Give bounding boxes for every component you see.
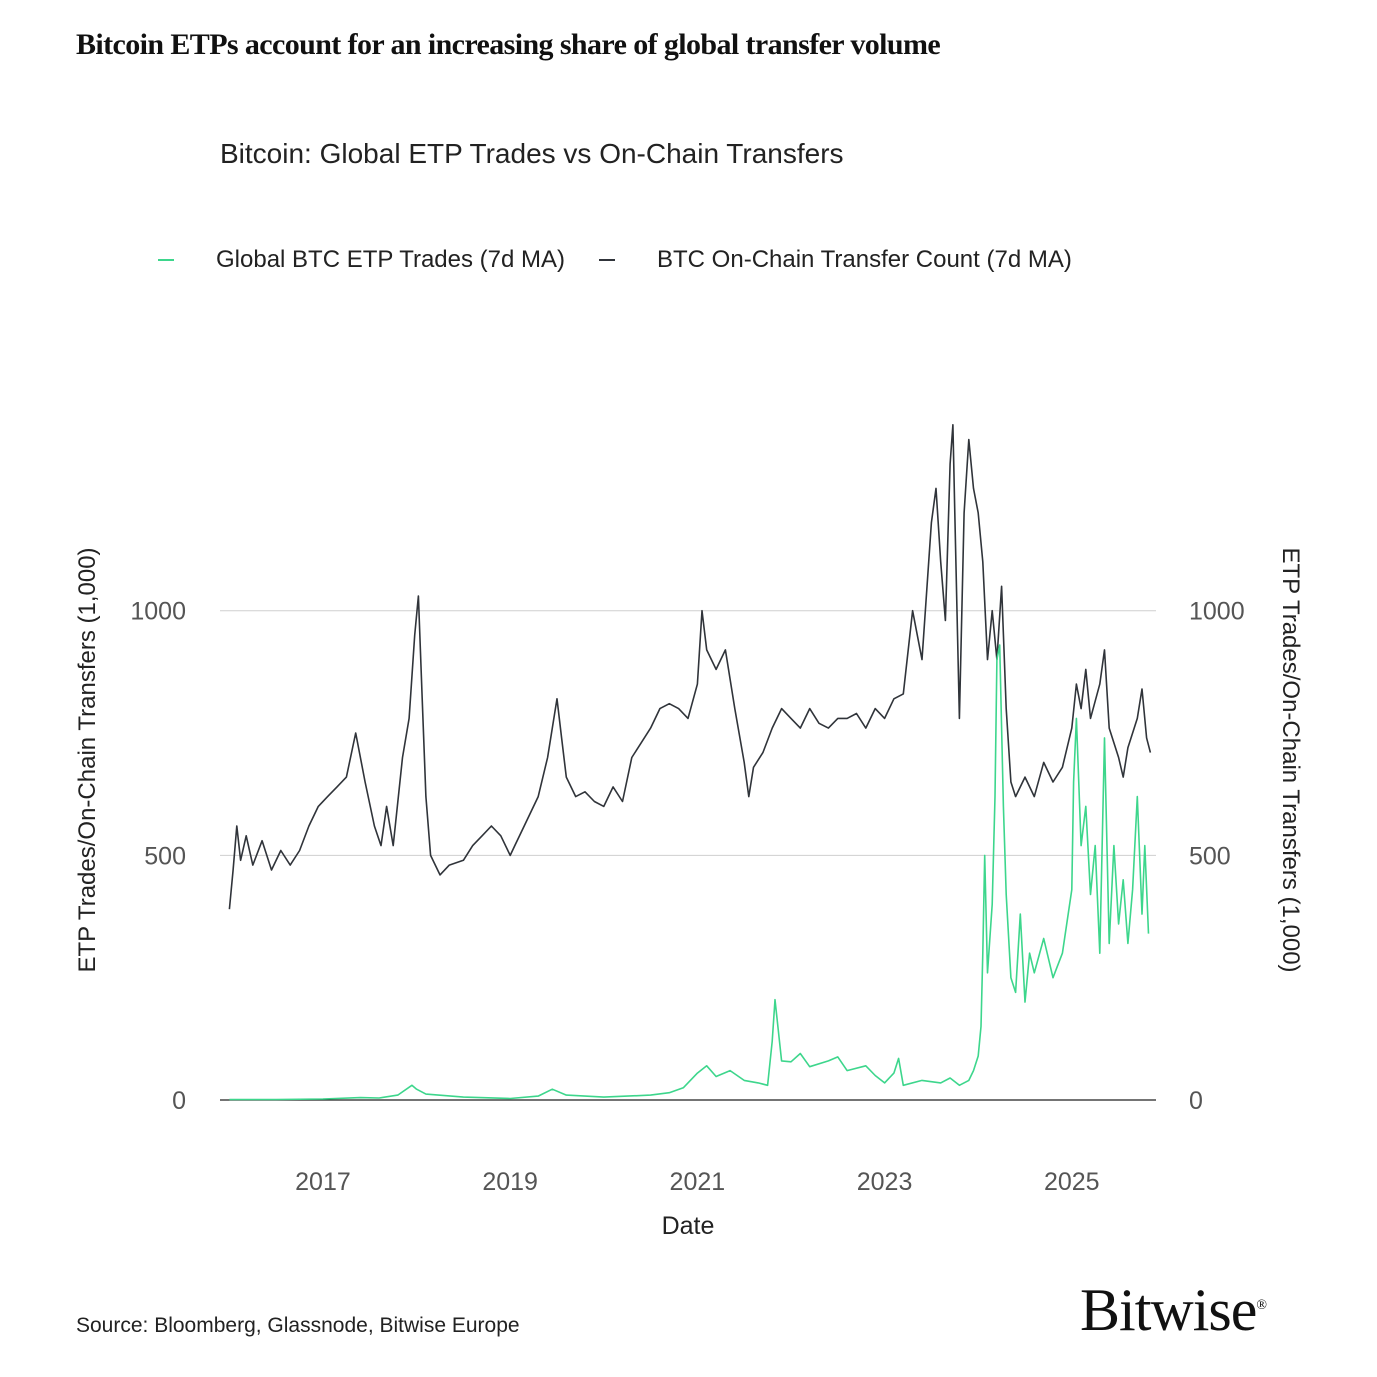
bitwise-logo: Bitwise® [1080,1276,1267,1345]
x-tick-2021: 2021 [670,1168,726,1196]
legend-swatch-etp [158,259,174,261]
x-tick-2017: 2017 [295,1168,351,1196]
legend-swatch-onchain [599,259,616,261]
chart-title: Bitcoin: Global ETP Trades vs On-Chain T… [220,138,844,169]
source-note: Source: Bloomberg, Glassnode, Bitwise Eu… [76,1314,520,1337]
y-axis-label-left: ETP Trades/On-Chain Transfers (1,000) [74,547,101,973]
series-lines [228,424,1152,1101]
headline: Bitcoin ETPs account for an increasing s… [76,28,941,61]
series-line-etp-trades [229,644,1150,1101]
series-line-onchain-transfers [228,424,1152,910]
y-tick-left-1000: 1000 [130,598,186,626]
y-tick-left-0: 0 [172,1087,186,1115]
logo-text: Bitwise [1080,1277,1257,1343]
y-tick-right-0: 0 [1189,1087,1203,1115]
legend: Global BTC ETP Trades (7d MA) BTC On-Cha… [158,246,1106,274]
x-tick-2025: 2025 [1044,1168,1100,1196]
legend-item-onchain: BTC On-Chain Transfer Count (7d MA) [599,246,1072,274]
y-tick-right-500: 500 [1189,842,1231,870]
tick-labels: 0 0 500 500 1000 1000 2017 2019 2021 2023 2025 [130,598,1244,1196]
legend-label-etp: Global BTC ETP Trades (7d MA) [216,246,566,273]
grid-lines [220,610,1156,1101]
y-tick-right-1000: 1000 [1189,598,1245,626]
y-axis-label-right: ETP Trades/On-Chain Transfers (1,000) [1277,547,1304,973]
legend-label-onchain: BTC On-Chain Transfer Count (7d MA) [657,246,1072,273]
x-tick-2023: 2023 [857,1168,913,1196]
x-tick-2019: 2019 [482,1168,538,1196]
x-axis-label: Date [661,1212,715,1240]
legend-item-etp: Global BTC ETP Trades (7d MA) [158,246,565,274]
y-tick-left-500: 500 [144,842,186,870]
logo-registered-mark: ® [1256,1298,1267,1313]
